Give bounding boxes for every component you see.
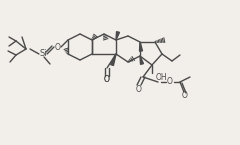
Text: O: O — [136, 85, 142, 94]
Text: OH: OH — [156, 72, 168, 81]
Text: O: O — [104, 76, 110, 85]
Text: O: O — [104, 76, 110, 85]
Polygon shape — [139, 42, 143, 51]
Text: O: O — [182, 91, 188, 100]
Text: O: O — [167, 77, 173, 87]
Text: O: O — [55, 42, 61, 51]
Text: Si: Si — [39, 49, 47, 58]
Polygon shape — [140, 56, 144, 64]
Polygon shape — [111, 54, 116, 66]
Polygon shape — [116, 32, 120, 40]
